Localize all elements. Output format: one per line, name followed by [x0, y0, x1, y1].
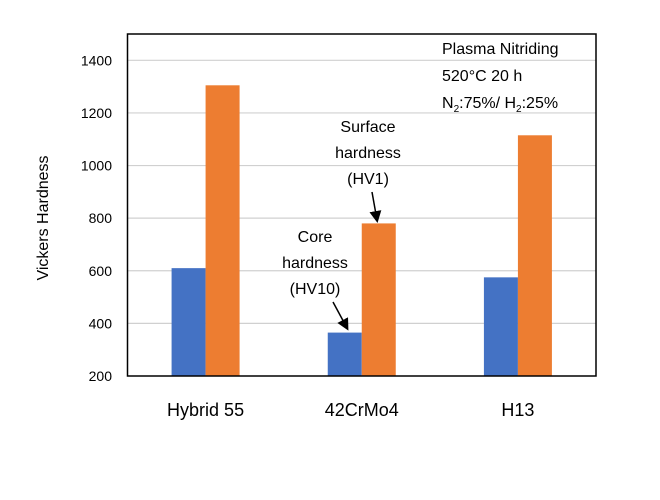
x-tick-label: 42CrMo4: [325, 400, 399, 420]
bar-core-hybrid-55: [171, 268, 206, 376]
bar-surface-hybrid-55: [205, 85, 240, 377]
y-tick-label: 1200: [81, 105, 112, 121]
core-hardness-annotation: Core hardness (HV10): [282, 229, 348, 298]
core-arrow-icon: [332, 301, 349, 331]
annotation-line: Core: [298, 229, 333, 246]
bar-core-h13: [483, 277, 518, 376]
bar-surface-42crmo4: [361, 223, 396, 376]
plot-frame: [126, 33, 597, 377]
y-tick-label: 1000: [81, 158, 112, 174]
annotation-line: (HV1): [347, 171, 389, 188]
y-tick-label: 800: [89, 210, 113, 226]
h2-subscript: 2: [516, 104, 522, 115]
bar-surface-h13: [517, 135, 552, 376]
surface-hardness-annotation: Surface hardness (HV1): [335, 119, 401, 188]
y-tick-label: 200: [89, 368, 113, 384]
h2-value: :25%: [522, 95, 558, 112]
x-tick-label: Hybrid 55: [167, 400, 244, 420]
n2-label: N: [442, 95, 454, 112]
y-axis-label: Vickers Hardness: [35, 155, 52, 280]
info-line-1: Plasma Nitriding: [442, 41, 558, 58]
bar-core-42crmo4: [327, 332, 362, 376]
annotation-line: Surface: [340, 119, 395, 136]
y-tick-label: 400: [89, 315, 113, 331]
n2-value: :75%/ H: [459, 95, 516, 112]
annotation-line: hardness: [282, 255, 348, 272]
info-line-2: 520°C 20 h: [442, 68, 522, 85]
x-tick-labels: Hybrid 55 42CrMo4 H13: [167, 400, 534, 420]
n2-subscript: 2: [454, 104, 460, 115]
x-tick-label: H13: [501, 400, 534, 420]
bars: [171, 85, 552, 377]
surface-arrow-icon: [369, 191, 382, 223]
y-tick-label: 600: [89, 263, 113, 279]
annotation-line: (HV10): [290, 281, 341, 298]
y-tick-labels: 200 400 600 800 1000 1200 1400: [81, 52, 112, 384]
info-box: Plasma Nitriding 520°C 20 h N2:75%/ H2:2…: [442, 41, 558, 115]
info-line-3: N2:75%/ H2:25%: [442, 95, 558, 115]
y-tick-label: 1400: [81, 52, 112, 68]
annotation-line: hardness: [335, 145, 401, 162]
